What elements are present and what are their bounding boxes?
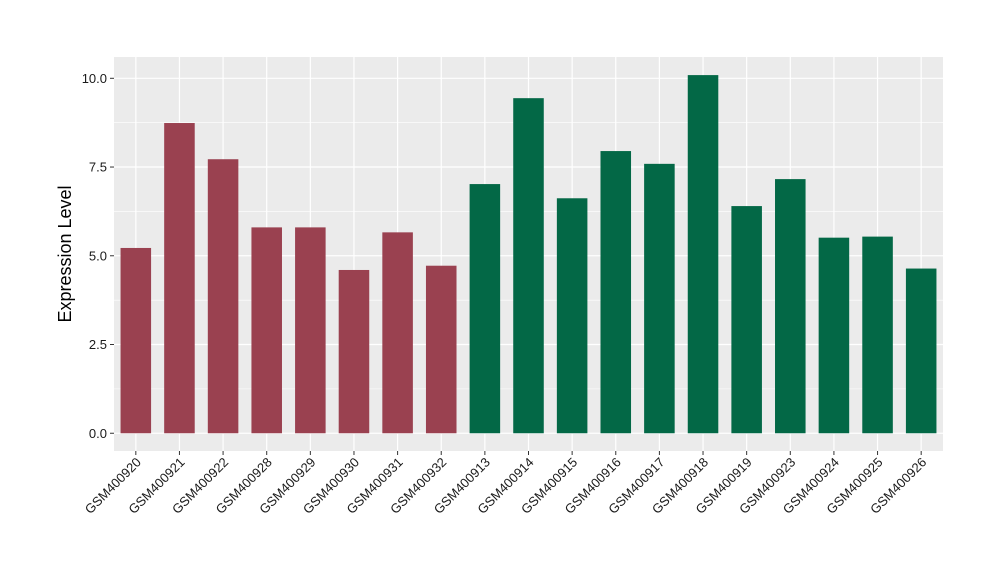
bar-GSM400921 (164, 123, 195, 434)
bar-GSM400928 (251, 227, 282, 434)
y-tick-label: 0.0 (89, 426, 107, 441)
bar-GSM400929 (295, 227, 326, 434)
bar-GSM400923 (775, 179, 806, 434)
y-tick-label: 10.0 (82, 71, 107, 86)
bar-GSM400913 (469, 184, 501, 434)
y-axis-title: Expression Level (55, 185, 75, 322)
bar-GSM400915 (556, 198, 588, 434)
y-tick-label: 7.5 (89, 160, 107, 175)
bar-GSM400920 (120, 247, 152, 434)
bar-GSM400917 (644, 163, 675, 434)
bar-GSM400919 (731, 206, 762, 434)
bar-GSM400918 (687, 75, 719, 434)
bar-GSM400932 (425, 265, 457, 434)
bar-GSM400922 (207, 159, 239, 434)
x-axis: GSM400920GSM400921GSM400922GSM400928GSM4… (82, 451, 929, 517)
bar-GSM400914 (513, 98, 544, 434)
bars (120, 75, 937, 434)
y-tick-label: 5.0 (89, 248, 107, 263)
bar-GSM400926 (905, 268, 937, 434)
bar-GSM400931 (382, 232, 413, 434)
y-axis: 0.0 2.5 5.0 7.5 10.0 (82, 71, 114, 441)
bar-GSM400924 (818, 237, 850, 434)
y-tick-label: 2.5 (89, 337, 107, 352)
bar-GSM400930 (338, 269, 370, 434)
bar-GSM400925 (862, 236, 893, 434)
bar-GSM400916 (600, 151, 632, 434)
